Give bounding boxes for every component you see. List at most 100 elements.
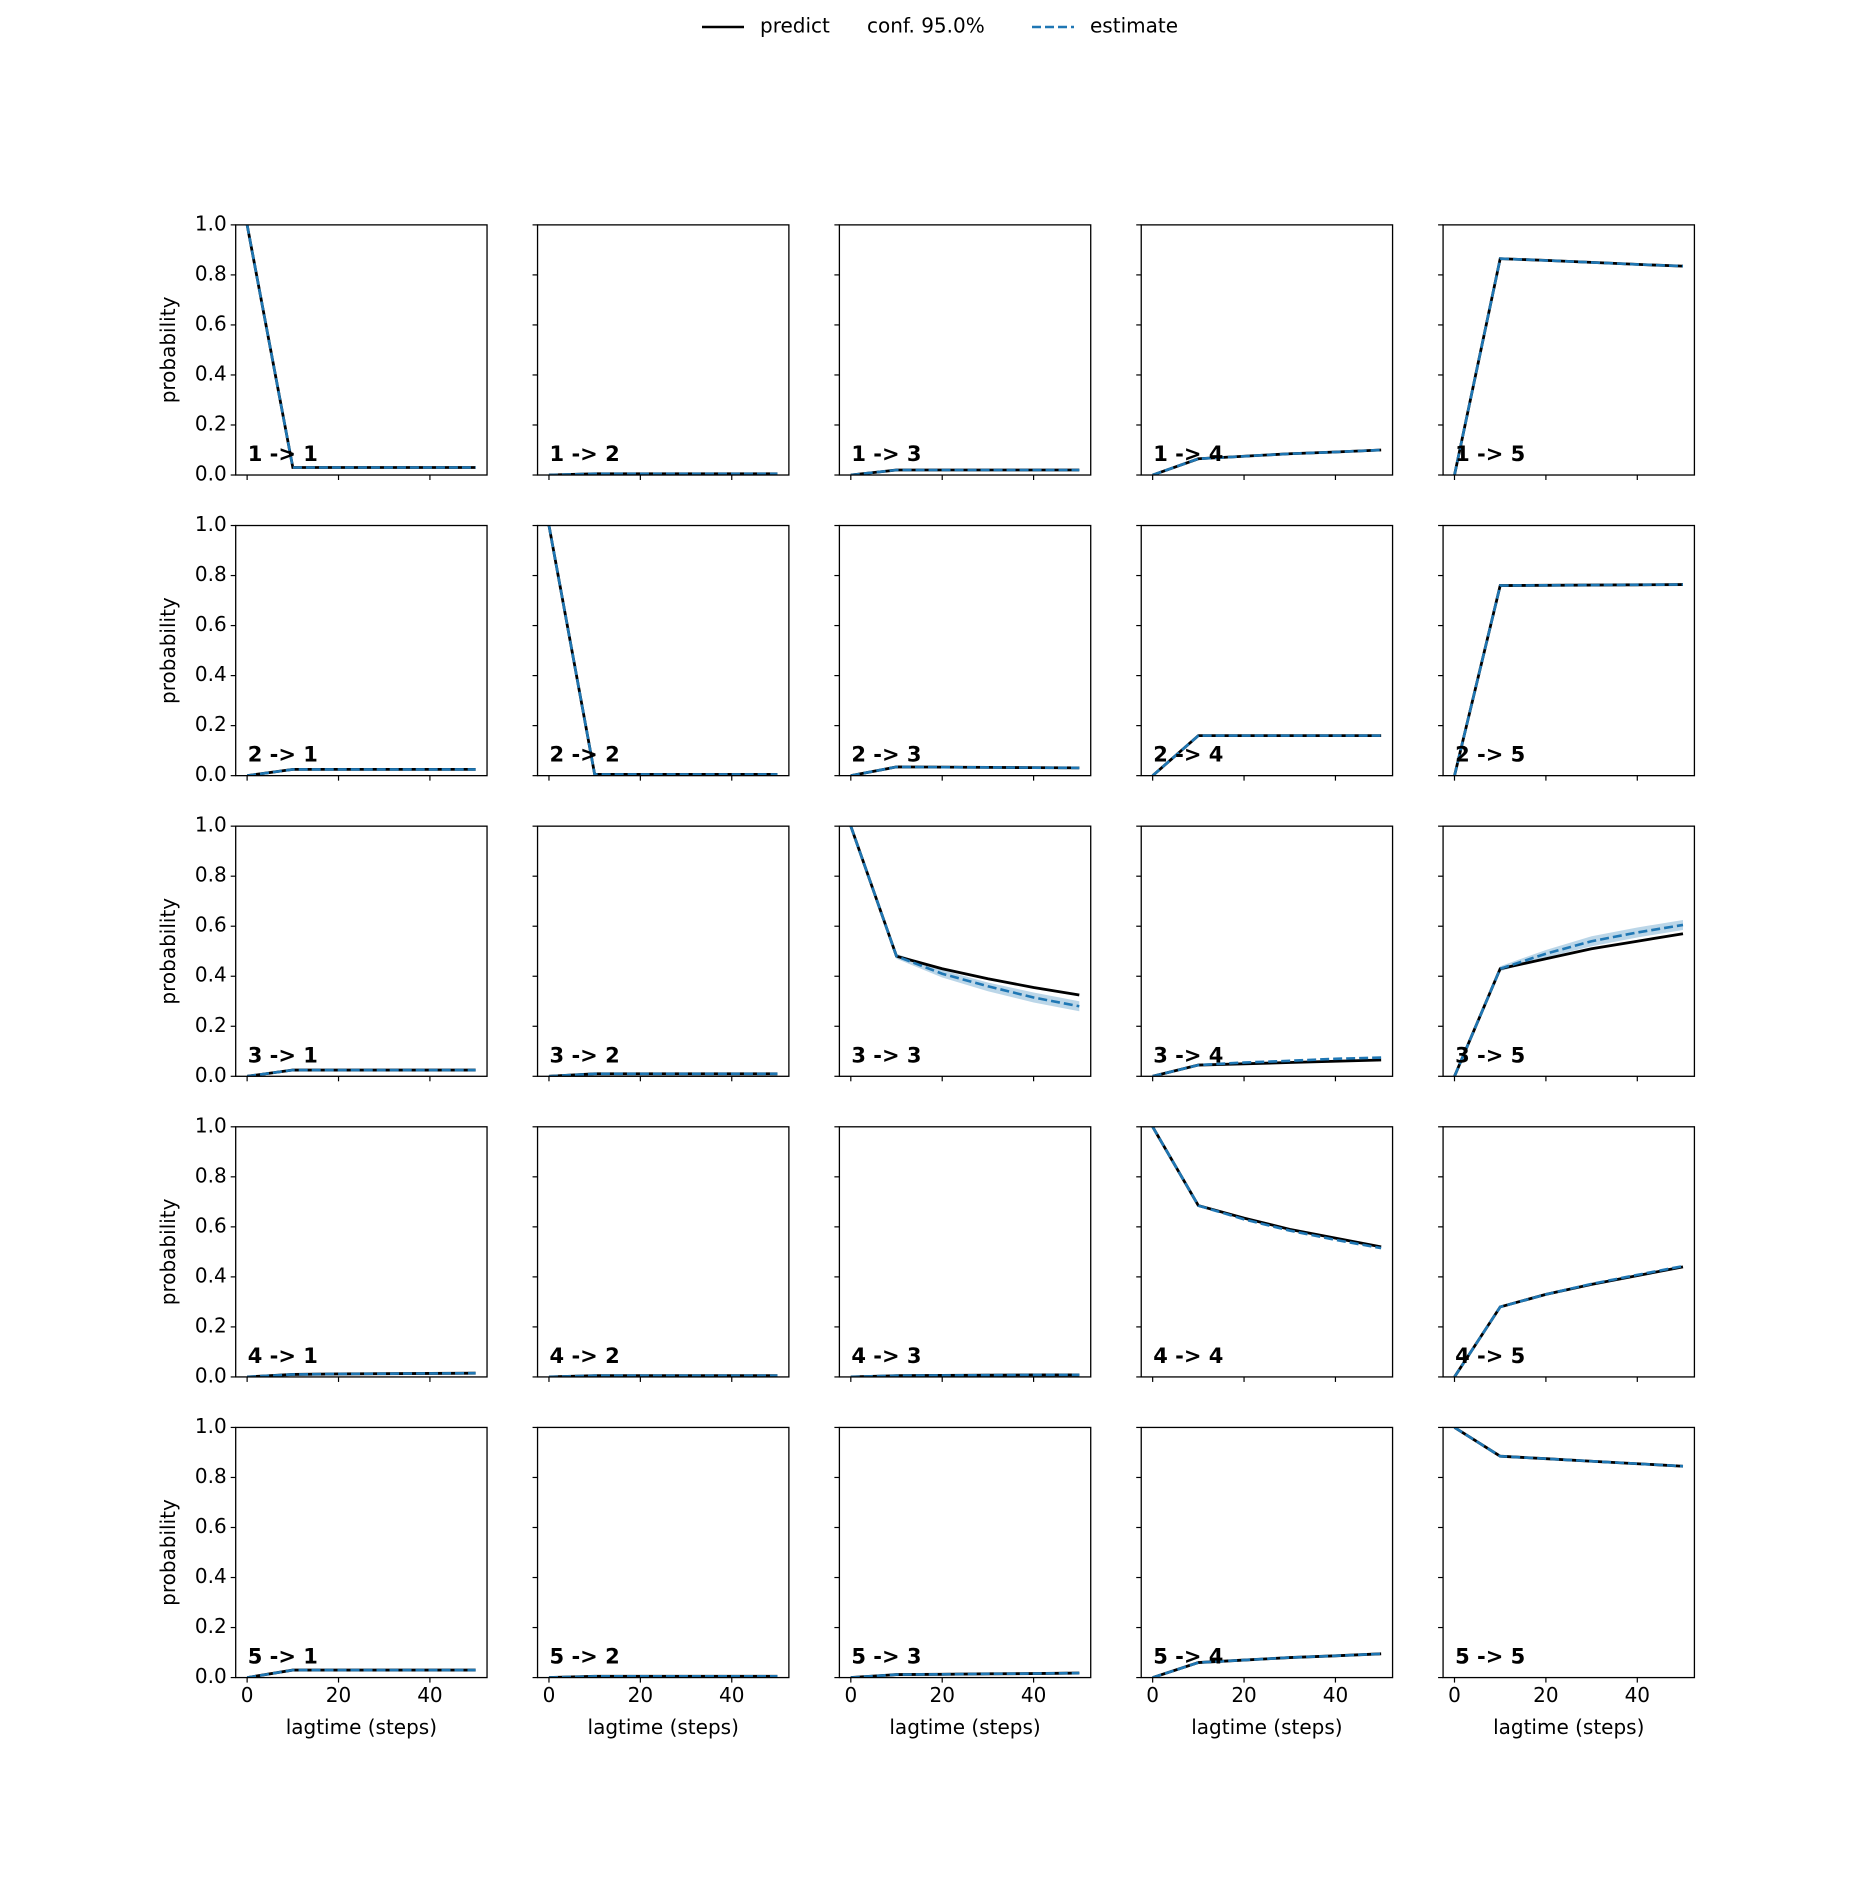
x-tick-label: 0	[1448, 1683, 1461, 1707]
axes-frame	[1140, 224, 1394, 476]
plot-area	[547, 525, 778, 776]
panel-label: 5 -> 3	[851, 1645, 921, 1669]
panel-label: 3 -> 3	[851, 1043, 921, 1067]
axes-frame	[1140, 825, 1394, 1077]
predict-line	[850, 765, 1080, 776]
axes-frame	[838, 825, 1092, 1077]
panel-label: 3 -> 1	[248, 1043, 318, 1067]
panel: 0.0 0.2 0.4 0.6 0.8 1.0 probability 2 -> 1	[156, 512, 488, 786]
panel-label: 2 -> 5	[1455, 743, 1525, 767]
plot-area	[850, 1671, 1080, 1678]
y-axis-label: probability	[156, 1499, 180, 1606]
estimate-line	[850, 1671, 1080, 1678]
plot-area	[247, 1371, 476, 1377]
x-tick-label: 0	[844, 1683, 857, 1707]
axes-frame	[838, 524, 1092, 777]
x-axis-label: lagtime (steps)	[889, 1715, 1040, 1739]
axes-frame	[838, 224, 1092, 476]
axes-frame	[536, 825, 790, 1077]
axes-frame	[1442, 1126, 1696, 1378]
y-tick-label: 0.6	[195, 913, 227, 937]
estimate-line	[548, 1675, 778, 1678]
y-tick-label: 0.4	[195, 1564, 227, 1588]
legend-label: estimate	[1090, 14, 1178, 38]
y-tick-label: 0.0	[195, 1063, 227, 1087]
axes-frame	[1140, 1426, 1394, 1679]
x-tick-label: 20	[1533, 1683, 1558, 1707]
axes-frame	[235, 224, 488, 476]
y-tick-label: 0.4	[195, 361, 227, 385]
y-tick-label: 1.0	[195, 1113, 227, 1137]
y-tick-label: 0.8	[195, 863, 227, 887]
panel: 2 -> 5	[1438, 524, 1696, 781]
y-tick-label: 0.0	[195, 762, 227, 786]
panel-label: 2 -> 3	[851, 743, 921, 767]
y-tick-label: 1.0	[195, 512, 227, 536]
plot-area	[1453, 1427, 1684, 1468]
predict-line	[849, 826, 1080, 997]
y-tick-label: 0.2	[195, 1013, 227, 1037]
legend-label: predict	[760, 14, 830, 38]
panel: 1 -> 4	[1136, 224, 1394, 481]
estimate-line	[850, 468, 1080, 476]
estimate-line	[1453, 257, 1684, 476]
estimate-line	[1152, 1652, 1382, 1678]
estimate-line	[548, 1374, 778, 1377]
plot-area	[548, 1674, 778, 1678]
panel-label: 3 -> 5	[1455, 1043, 1525, 1067]
axes-frame	[1140, 524, 1394, 777]
panel-label: 3 -> 4	[1153, 1043, 1223, 1067]
estimate-line	[1151, 1126, 1382, 1250]
panel: 1 -> 3	[834, 224, 1092, 481]
panel: 0 20 40 lagtime (steps) 5 -> 4	[1136, 1426, 1394, 1739]
plot-area	[246, 768, 476, 776]
y-tick-label: 0.2	[195, 1614, 227, 1638]
panel-label: 4 -> 4	[1153, 1344, 1223, 1368]
panel: 3 -> 3	[834, 825, 1092, 1082]
panel-label: 1 -> 1	[248, 442, 318, 466]
estimate-line	[1152, 448, 1382, 476]
y-axis-label: probability	[156, 898, 180, 1005]
legend-label: conf. 95.0%	[867, 14, 985, 38]
axes-frame	[235, 1426, 488, 1679]
panel-label: 1 -> 5	[1455, 442, 1525, 466]
estimate-line	[246, 1068, 476, 1077]
axes-frame	[235, 524, 488, 777]
plot-area	[245, 224, 476, 469]
plot-area	[548, 472, 778, 476]
panel: 0 20 40 lagtime (steps) 5 -> 2	[532, 1426, 790, 1739]
x-tick-label: 40	[1625, 1683, 1650, 1707]
x-tick-label: 20	[628, 1683, 653, 1707]
x-tick-label: 20	[326, 1683, 351, 1707]
estimate-line	[1453, 583, 1683, 776]
axes-frame	[536, 224, 790, 476]
confidence-band	[850, 826, 1080, 1012]
x-tick-label: 40	[1021, 1683, 1046, 1707]
panel: 4 -> 3	[834, 1126, 1092, 1382]
axes-frame	[235, 1126, 488, 1378]
y-tick-label: 1.0	[195, 211, 227, 235]
y-tick-label: 0.8	[195, 261, 227, 285]
y-axis-label: probability	[156, 296, 180, 403]
panel-label: 2 -> 2	[550, 743, 620, 767]
y-tick-label: 0.0	[195, 1363, 227, 1387]
panel-label: 1 -> 4	[1153, 442, 1223, 466]
estimate-line	[849, 826, 1080, 1008]
plot-area	[548, 1374, 778, 1377]
y-tick-label: 0.2	[195, 411, 227, 435]
x-tick-label: 0	[1146, 1683, 1159, 1707]
plot-area	[246, 1668, 476, 1678]
panel-label: 5 -> 2	[550, 1645, 620, 1669]
panel-label: 4 -> 3	[851, 1344, 921, 1368]
axes-frame	[536, 1426, 790, 1679]
legend: predict conf. 95.0% estimate	[702, 14, 1178, 38]
plot-area	[1151, 734, 1382, 776]
y-tick-label: 0.0	[195, 1664, 227, 1688]
x-tick-label: 40	[1323, 1683, 1348, 1707]
plot-area	[850, 1373, 1080, 1377]
panel: 2 -> 4	[1136, 524, 1394, 781]
plot-area	[1152, 448, 1382, 476]
panel: 0 20 40 lagtime (steps) 5 -> 5	[1438, 1426, 1696, 1739]
axes-frame	[536, 1126, 790, 1378]
